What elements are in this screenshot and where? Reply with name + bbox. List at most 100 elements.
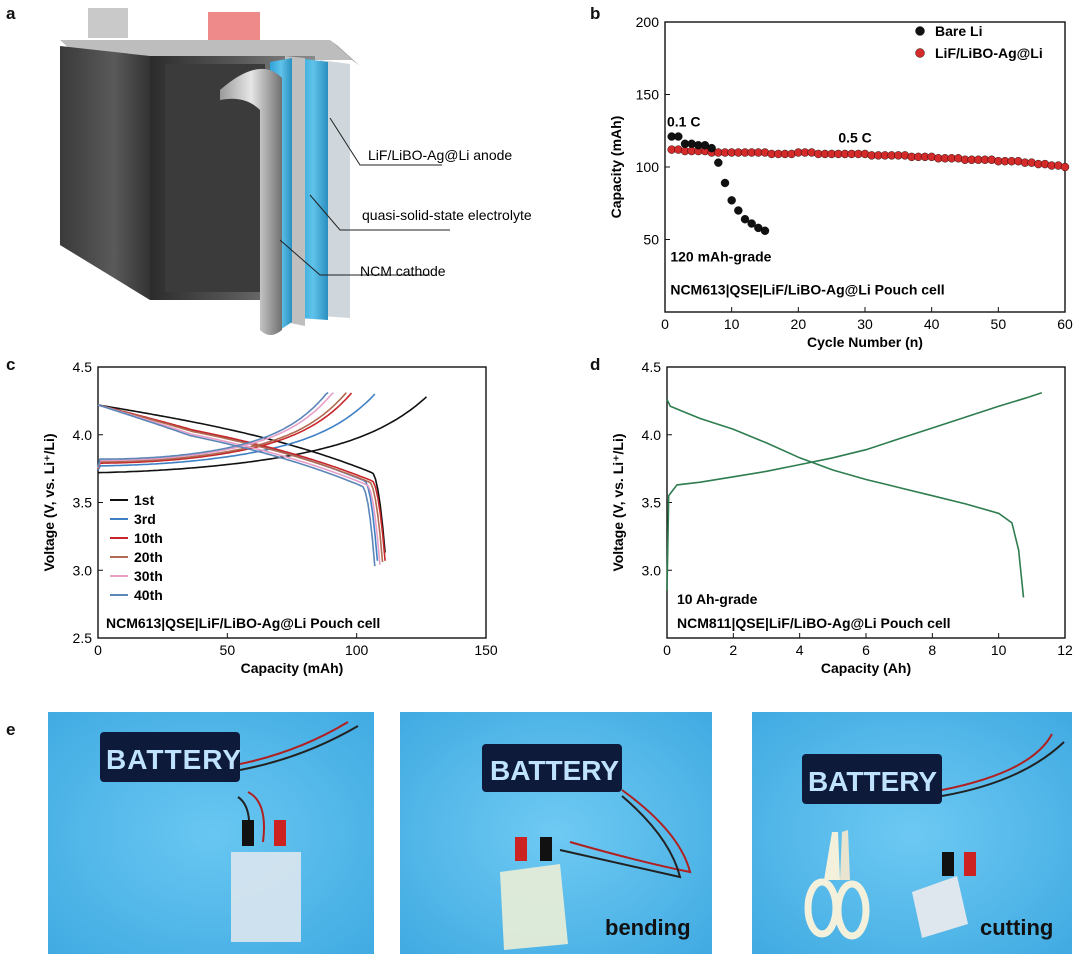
- chart-d-xtick-label: 12: [1057, 642, 1073, 658]
- chart-c-annotation-cell: NCM613|QSE|LiF/LiBO-Ag@Li Pouch cell: [106, 615, 380, 631]
- panel-d-chart: 0 2 4 6 8 10 12 3.0 3.5 4.0 4.5 Capacity (Ah) Voltag…: [595, 355, 1080, 700]
- led-text: BATTERY: [808, 766, 937, 797]
- chart-b-xtick-label: 40: [924, 316, 940, 332]
- scissors-icon: [804, 830, 870, 940]
- panel-letter-c: c: [6, 355, 16, 374]
- chart-c-discharge-curve-1st: [97, 404, 386, 553]
- photo-cutting: BATTERY cutting: [752, 712, 1072, 954]
- label-anode: LiF/LiBO-Ag@Li anode: [368, 147, 512, 163]
- chart-b-xtick-label: 50: [991, 316, 1007, 332]
- chart-b-annotation-0.1c: 0.1 C: [667, 113, 700, 129]
- panel-c-chart: 0 50 100 150 2.5 3.0 3.5 4.0 4.5 Capacity (mAh) Vo…: [20, 355, 510, 700]
- chart-c-legend-label: 10th: [134, 530, 163, 546]
- chart-d-xtick-label: 2: [729, 642, 737, 658]
- chart-b-xtick-label: 60: [1057, 316, 1073, 332]
- chart-b-point-bare-li: [727, 196, 736, 205]
- caption-cutting: cutting: [980, 915, 1053, 940]
- chart-b-ytick-label: 100: [636, 159, 660, 175]
- chart-b-xtick-label: 10: [724, 316, 740, 332]
- chart-b-legend-label: LiF/LiBO-Ag@Li: [935, 45, 1043, 61]
- chart-c-ytick-label: 3.0: [73, 562, 93, 578]
- pouch-cell-illustration: LiF/LiBO-Ag@Li anode quasi-solid-state e…: [60, 8, 532, 336]
- chart-c-xtick-label: 50: [220, 642, 236, 658]
- panel-letter-a: a: [6, 4, 16, 23]
- pouch-cell: [231, 852, 301, 942]
- chart-c-xlabel: Capacity (mAh): [241, 660, 344, 676]
- chart-d-svg: 0 2 4 6 8 10 12 3.0 3.5 4.0 4.5 Capacity (Ah) Voltag…: [610, 359, 1073, 676]
- electrolyte-layer: [298, 58, 328, 320]
- chart-c-charge-curve-1st: [97, 396, 428, 474]
- chart-c-ytick-label: 2.5: [73, 630, 93, 646]
- led-text: BATTERY: [106, 744, 242, 775]
- chart-b-xtick-label: 20: [791, 316, 807, 332]
- chart-d-xtick-label: 8: [928, 642, 936, 658]
- photo-bending: BATTERY bending: [400, 712, 712, 954]
- chart-c-discharge-curve-10th: [97, 404, 386, 561]
- chart-c-legend-label: 40th: [134, 587, 163, 603]
- chart-b-ytick-label: 150: [636, 87, 660, 103]
- chart-c-charge-curve-3rd: [97, 393, 376, 471]
- chart-b-point-bare-li: [747, 219, 756, 228]
- chart-b-point-bare-li: [740, 214, 750, 224]
- photo-flat: BATTERY: [48, 712, 374, 954]
- chart-c-ytick-label: 4.0: [73, 427, 93, 443]
- pouch-cell-bent: [500, 864, 568, 950]
- chart-d-xtick-label: 6: [862, 642, 870, 658]
- led-panel: [482, 744, 622, 792]
- panel-b-chart: 0 10 20 30 40 50 60 50 100 150 200 Cycle Number (n)…: [595, 0, 1080, 355]
- chart-b-legend-marker: [915, 26, 925, 36]
- chart-d-annotation-cell: NCM811|QSE|LiF/LiBO-Ag@Li Pouch cell: [677, 615, 951, 631]
- pouch-case: [60, 46, 150, 300]
- chart-b-point-bare-li: [720, 178, 730, 188]
- chart-b-point-bare-li: [707, 143, 716, 153]
- chart-d-ytick-label: 4.0: [642, 427, 662, 443]
- chart-d-annotation-grade: 10 Ah-grade: [677, 591, 758, 607]
- cathode-curl: [220, 68, 282, 336]
- chart-c-legend-label: 1st: [134, 492, 155, 508]
- chart-d-ytick-label: 3.0: [642, 562, 662, 578]
- chart-b-plot-frame: [664, 21, 1066, 313]
- negative-tab: [88, 8, 128, 38]
- chart-d-discharge-curve: [666, 399, 1025, 598]
- led-text: BATTERY: [490, 755, 619, 786]
- chart-c-xtick-label: 150: [474, 642, 498, 658]
- chart-b-ytick-label: 200: [636, 14, 660, 30]
- chart-b-legend-label: Bare Li: [935, 23, 982, 39]
- chart-d-ylabel: Voltage (V, vs. Li⁺/Li): [610, 433, 626, 571]
- chart-d-ytick-label: 3.5: [642, 495, 662, 511]
- chart-c-legend-label: 20th: [134, 549, 163, 565]
- panel-letter-b: b: [590, 4, 601, 23]
- chart-d-ytick-label: 4.5: [642, 359, 662, 375]
- chart-b-point-lif-libo: [1060, 162, 1070, 172]
- chart-c-xtick-label: 0: [94, 642, 102, 658]
- chart-c-legend-label: 30th: [134, 568, 163, 584]
- chart-c-charge-curve-40th: [97, 392, 329, 468]
- caption-bending: bending: [605, 915, 691, 940]
- chart-d-xlabel: Capacity (Ah): [821, 660, 911, 676]
- label-electrolyte: quasi-solid-state electrolyte: [362, 207, 532, 223]
- chart-d-charge-curve: [666, 391, 1043, 591]
- chart-b-ytick-label: 50: [643, 232, 659, 248]
- led-panel: [802, 754, 942, 804]
- chart-c-legend-label: 3rd: [134, 511, 156, 527]
- label-cathode: NCM cathode: [360, 263, 446, 279]
- panel-letter-d: d: [590, 355, 601, 374]
- chart-b-legend-marker: [915, 48, 925, 58]
- chart-c-ylabel: Voltage (V, vs. Li⁺/Li): [41, 433, 57, 571]
- chart-b-xlabel: Cycle Number (n): [807, 334, 923, 350]
- chart-b-xtick-label: 30: [857, 316, 873, 332]
- pouch-cell-cut: [912, 876, 968, 938]
- panel-letter-e: e: [6, 720, 16, 739]
- chart-b-svg: 0 10 20 30 40 50 60 50 100 150 200 Cycle Number (n)…: [608, 14, 1073, 350]
- chart-c-charge-curve-30th: [97, 392, 334, 469]
- chart-c-ytick-label: 4.5: [73, 359, 93, 375]
- chart-c-ytick-label: 3.5: [73, 495, 93, 511]
- chart-c-discharge-curve-20th: [97, 404, 384, 563]
- chart-b-annotation-grade: 120 mAh-grade: [670, 248, 771, 264]
- chart-b-point-bare-li: [734, 206, 743, 215]
- chart-d-xtick-label: 10: [991, 642, 1007, 658]
- chart-c-charge-curve-10th: [97, 392, 353, 470]
- chart-d-xtick-label: 0: [663, 642, 671, 658]
- chart-b-xtick-label: 0: [661, 316, 669, 332]
- chart-b-annotation-0.5c: 0.5 C: [838, 129, 871, 145]
